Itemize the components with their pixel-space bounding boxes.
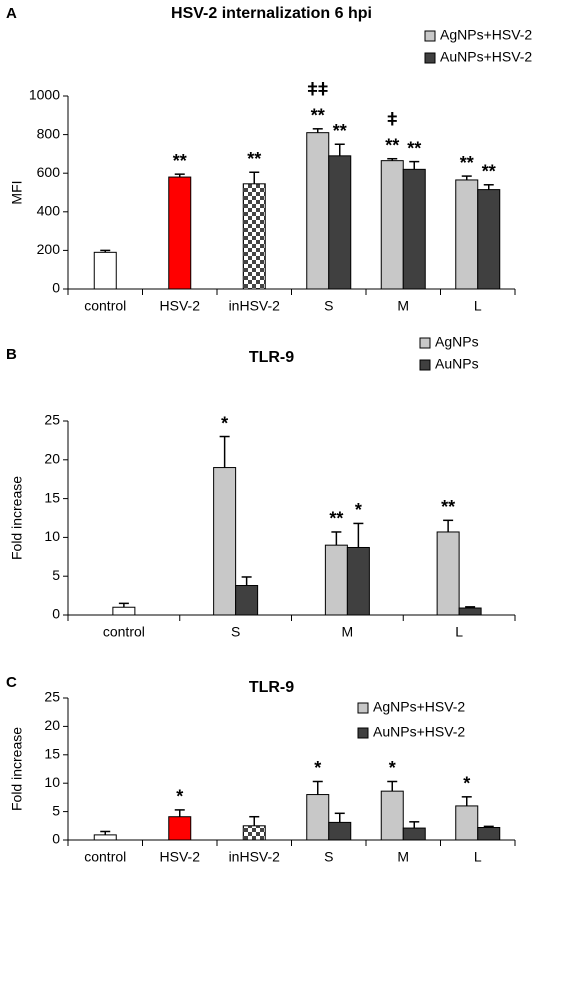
y-tick-label: 20 <box>44 451 60 467</box>
y-tick-label: 25 <box>44 412 60 428</box>
bar <box>324 544 348 616</box>
x-tick-label: HSV-2 <box>160 849 201 865</box>
y-tick-label: 5 <box>52 802 60 818</box>
significance: * <box>314 758 321 778</box>
legend-swatch <box>419 359 431 371</box>
x-tick-label: control <box>84 298 126 314</box>
y-tick-label: 0 <box>52 831 60 847</box>
significance: ** <box>311 106 325 126</box>
y-tick-label: 10 <box>44 774 60 790</box>
bar <box>328 155 352 290</box>
x-tick-label: control <box>103 624 145 640</box>
bar <box>306 132 330 290</box>
y-tick-label: 0 <box>52 280 60 296</box>
significance: ** <box>460 153 474 173</box>
y-tick-label: 400 <box>37 203 61 219</box>
x-tick-label: S <box>231 624 240 640</box>
bar <box>93 834 117 841</box>
bar <box>346 546 370 616</box>
legend-swatch <box>357 702 369 714</box>
panel-label: B <box>6 346 17 363</box>
bar <box>112 606 136 616</box>
legend-label: AuNPs <box>435 356 479 372</box>
y-tick-label: 15 <box>44 489 60 505</box>
x-tick-label: inHSV-2 <box>229 849 281 865</box>
x-tick-label: S <box>324 298 333 314</box>
bar <box>235 585 259 616</box>
x-tick-label: L <box>474 849 482 865</box>
legend-swatch <box>419 337 431 349</box>
legend-label: AgNPs+HSV-2 <box>440 27 532 43</box>
bar <box>213 467 237 616</box>
chart-title: TLR-9 <box>249 349 294 366</box>
legend-label: AgNPs <box>435 334 479 350</box>
chart-title: TLR-9 <box>249 679 294 696</box>
x-tick-label: M <box>397 849 409 865</box>
bar <box>306 794 330 841</box>
x-tick-label: HSV-2 <box>160 298 201 314</box>
bar <box>328 821 352 841</box>
significance: ** <box>333 121 347 141</box>
significance: ** <box>407 138 421 158</box>
significance: * <box>463 774 470 794</box>
x-tick-label: L <box>474 298 482 314</box>
significance: ** <box>173 151 187 171</box>
bar <box>380 160 404 290</box>
panel-label: A <box>6 5 17 22</box>
y-tick-label: 5 <box>52 567 60 583</box>
bar <box>402 168 426 290</box>
bar <box>242 183 266 290</box>
y-axis-label: Fold increase <box>9 476 25 560</box>
bar <box>380 790 404 841</box>
bar <box>458 607 482 616</box>
bar <box>93 251 117 290</box>
x-tick-label: S <box>324 849 333 865</box>
y-tick-label: 15 <box>44 746 60 762</box>
legend-label: AuNPs+HSV-2 <box>373 724 465 740</box>
significance: ǂǂ <box>307 80 328 100</box>
significance: ǂ <box>387 109 398 129</box>
x-tick-label: M <box>397 298 409 314</box>
significance: * <box>176 787 183 807</box>
y-axis-label: Fold increase <box>9 727 25 811</box>
legend-swatch <box>424 30 436 42</box>
legend-label: AgNPs+HSV-2 <box>373 699 465 715</box>
bar <box>455 805 479 841</box>
significance: * <box>221 413 228 433</box>
bar <box>242 825 266 841</box>
x-tick-label: inHSV-2 <box>229 298 281 314</box>
legend-label: AuNPs+HSV-2 <box>440 49 532 65</box>
y-tick-label: 800 <box>37 125 61 141</box>
significance: ** <box>247 149 261 169</box>
chart-title: HSV-2 internalization 6 hpi <box>171 5 372 22</box>
significance: ** <box>441 497 455 517</box>
significance: * <box>355 500 362 520</box>
bar <box>477 827 501 841</box>
legend-swatch <box>424 52 436 64</box>
y-tick-label: 0 <box>52 606 60 622</box>
y-tick-label: 600 <box>37 164 61 180</box>
x-tick-label: L <box>455 624 463 640</box>
y-tick-label: 10 <box>44 528 60 544</box>
y-tick-label: 1000 <box>29 87 60 103</box>
significance: * <box>389 758 396 778</box>
significance: ** <box>482 162 496 182</box>
legend-swatch <box>357 727 369 739</box>
y-axis-label: MFI <box>9 180 25 204</box>
bar <box>168 176 192 290</box>
bar <box>402 827 426 841</box>
bar <box>168 816 192 841</box>
bar <box>455 179 479 290</box>
bar <box>436 531 460 616</box>
bar <box>477 189 501 290</box>
y-tick-label: 25 <box>44 689 60 705</box>
x-tick-label: M <box>342 624 354 640</box>
y-tick-label: 20 <box>44 717 60 733</box>
significance: ** <box>329 509 343 529</box>
y-tick-label: 200 <box>37 241 61 257</box>
x-tick-label: control <box>84 849 126 865</box>
panel-label: C <box>6 674 17 691</box>
significance: ** <box>385 135 399 155</box>
